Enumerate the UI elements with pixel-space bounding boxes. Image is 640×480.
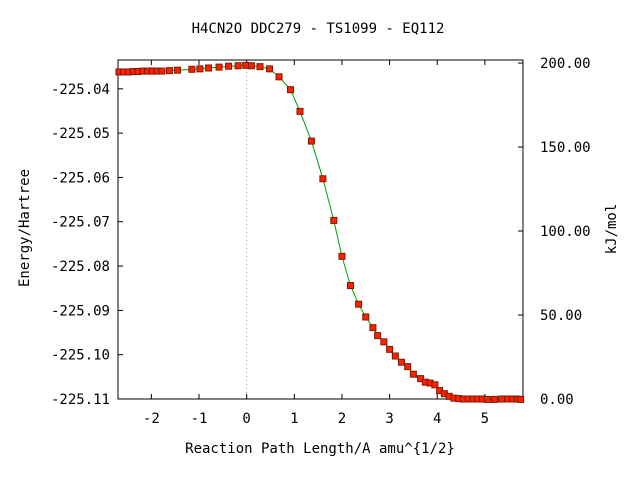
- x-tick-label: 4: [433, 411, 441, 427]
- data-point: [225, 62, 233, 70]
- data-point: [483, 395, 491, 403]
- chart-title: H4CN2O DDC279 - TS1099 - EQ112: [192, 21, 445, 37]
- data-point: [286, 86, 294, 94]
- x-tick-label: -2: [143, 411, 160, 427]
- y-tick-label: -225.09: [51, 303, 110, 319]
- data-point: [234, 62, 242, 70]
- x-tick-label: 1: [290, 411, 298, 427]
- y-tick-label: -225.04: [51, 82, 110, 98]
- y2-tick-label: 150.00: [540, 140, 591, 156]
- data-point: [247, 62, 255, 70]
- data-point: [355, 300, 363, 308]
- data-point: [275, 73, 283, 81]
- data-point: [174, 66, 182, 74]
- data-point: [296, 107, 304, 115]
- data-point: [338, 252, 346, 260]
- y2-tick-label: 100.00: [540, 224, 591, 240]
- x-tick-label: 2: [338, 411, 346, 427]
- data-point: [517, 395, 525, 403]
- y-axis-label: Energy/Hartree: [17, 169, 33, 287]
- x-tick-label: -1: [191, 411, 208, 427]
- data-point: [417, 375, 425, 383]
- data-point: [498, 395, 506, 403]
- y2-tick-label: 0.00: [540, 392, 574, 408]
- y-tick-label: -225.10: [51, 348, 110, 364]
- data-point: [158, 67, 166, 75]
- data-point: [409, 370, 417, 378]
- data-point: [391, 352, 399, 360]
- y-tick-label: -225.11: [51, 392, 110, 408]
- y2-tick-label: 200.00: [540, 56, 591, 72]
- plot-frame: [117, 59, 524, 400]
- y-tick-label: -225.06: [51, 170, 110, 186]
- series-line: [119, 64, 521, 400]
- data-point: [431, 381, 439, 389]
- data-point: [330, 216, 338, 224]
- y-tick-label: -225.08: [51, 259, 110, 275]
- data-point: [242, 61, 250, 69]
- data-point: [398, 358, 405, 366]
- x-tick-label: 3: [385, 411, 393, 427]
- y-tick-label: -225.07: [51, 215, 110, 231]
- y-tick-label: -225.05: [51, 126, 110, 142]
- data-point: [362, 313, 370, 321]
- data-point: [347, 282, 355, 290]
- x-axis-label: Reaction Path Length/A amu^{1/2}: [185, 441, 455, 457]
- x-tick-label: 5: [481, 411, 489, 427]
- data-point: [374, 332, 382, 340]
- data-point: [205, 64, 213, 72]
- data-point: [256, 63, 264, 71]
- data-point: [319, 175, 327, 183]
- data-point: [386, 345, 394, 353]
- data-point: [380, 338, 388, 346]
- data-point: [165, 67, 173, 75]
- data-point: [188, 65, 196, 73]
- data-point: [404, 363, 412, 371]
- data-point: [490, 395, 498, 403]
- plot-area: -2 -1 0 1 2 3 4 5 -225.04 -225.05 -225.06 -225.07 -2…: [51, 56, 591, 427]
- data-point: [215, 63, 223, 71]
- data-point: [369, 324, 377, 332]
- y2-tick-label: 50.00: [540, 308, 582, 324]
- x-tick-label: 0: [242, 411, 250, 427]
- data-point: [266, 65, 274, 73]
- data-point: [307, 137, 315, 145]
- y2-axis-label: kJ/mol: [604, 204, 620, 255]
- data-point: [196, 65, 204, 73]
